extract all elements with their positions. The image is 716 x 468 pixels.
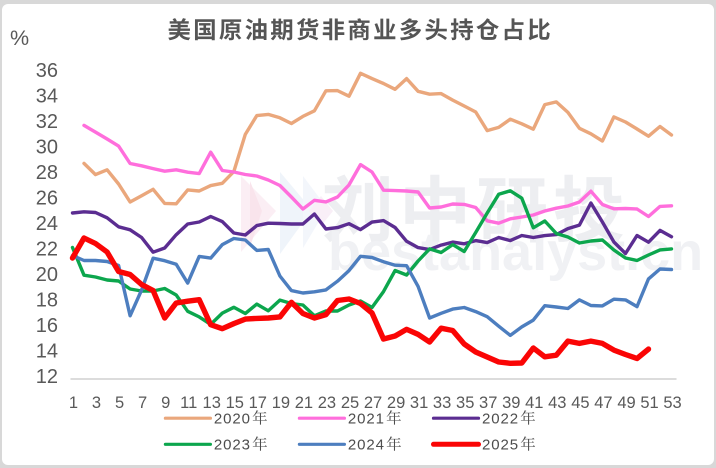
svg-text:7: 7	[138, 394, 147, 412]
svg-text:32: 32	[36, 111, 58, 133]
svg-text:53: 53	[663, 394, 681, 412]
svg-text:45: 45	[571, 394, 589, 412]
svg-text:17: 17	[249, 394, 267, 412]
svg-text:2020: 2020	[214, 411, 251, 428]
svg-text:49: 49	[617, 394, 635, 412]
svg-text:30: 30	[36, 136, 58, 158]
svg-text:26: 26	[36, 187, 58, 209]
svg-text:23: 23	[318, 394, 336, 412]
svg-text:2025: 2025	[482, 437, 519, 454]
svg-text:12: 12	[36, 366, 58, 388]
svg-text:22: 22	[36, 238, 58, 260]
svg-text:31: 31	[410, 394, 428, 412]
svg-text:%: %	[10, 26, 29, 50]
svg-text:3: 3	[92, 394, 101, 412]
svg-text:9: 9	[161, 394, 170, 412]
svg-text:15: 15	[226, 394, 244, 412]
svg-text:bestanalyst.cn: bestanalyst.cn	[328, 222, 703, 282]
svg-text:2023: 2023	[214, 437, 251, 454]
svg-text:2022: 2022	[482, 411, 519, 428]
svg-text:36: 36	[36, 60, 58, 82]
svg-text:19: 19	[272, 394, 290, 412]
svg-text:37: 37	[479, 394, 497, 412]
svg-text:43: 43	[548, 394, 566, 412]
svg-text:25: 25	[341, 394, 359, 412]
svg-text:14: 14	[36, 340, 58, 362]
svg-text:33: 33	[433, 394, 451, 412]
svg-text:18: 18	[36, 289, 58, 311]
svg-text:16: 16	[36, 315, 58, 337]
svg-text:27: 27	[364, 394, 382, 412]
svg-text:13: 13	[203, 394, 221, 412]
svg-text:11: 11	[180, 394, 197, 412]
svg-text:28: 28	[36, 162, 58, 184]
svg-text:34: 34	[36, 85, 58, 107]
svg-text:35: 35	[456, 394, 474, 412]
svg-text:39: 39	[502, 394, 520, 412]
svg-text:47: 47	[594, 394, 612, 412]
svg-text:20: 20	[36, 264, 58, 286]
svg-text:2024: 2024	[348, 437, 385, 454]
svg-text:41: 41	[525, 394, 543, 412]
svg-text:1: 1	[69, 394, 78, 412]
svg-text:21: 21	[295, 394, 313, 412]
svg-text:29: 29	[387, 394, 405, 412]
svg-text:5: 5	[115, 394, 124, 412]
svg-text:51: 51	[640, 394, 658, 412]
svg-text:2021: 2021	[348, 411, 385, 428]
svg-text:24: 24	[36, 213, 58, 235]
